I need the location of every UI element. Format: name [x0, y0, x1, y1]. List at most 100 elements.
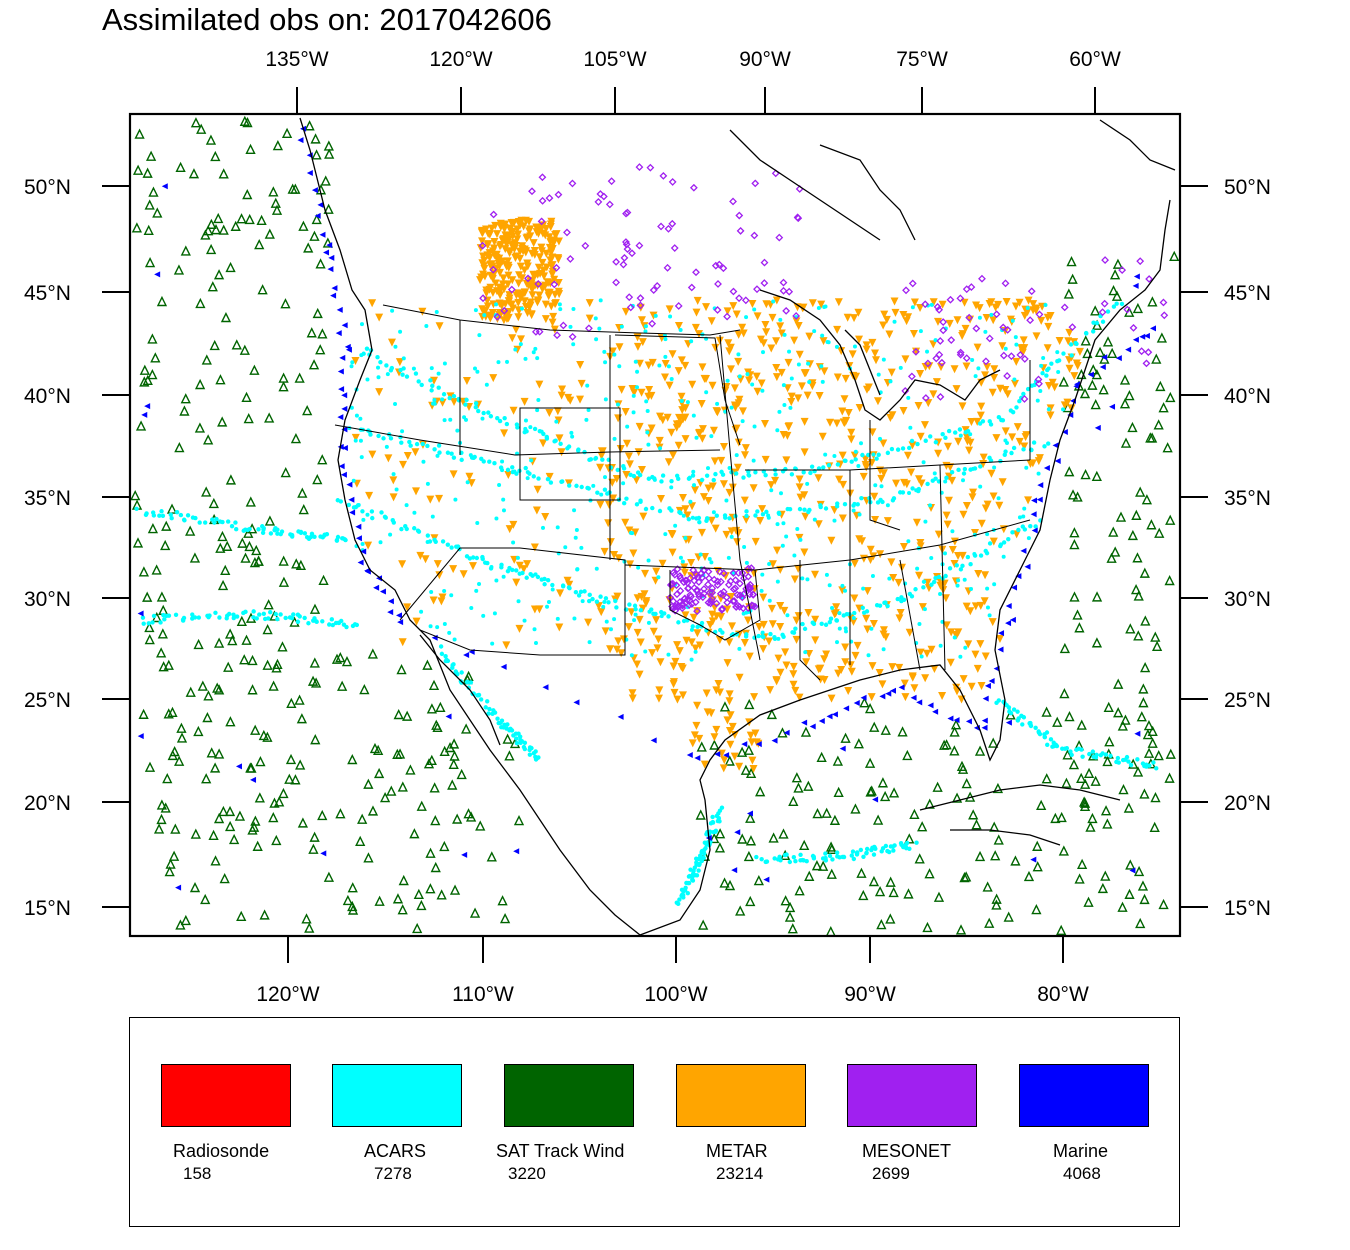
metar-marker: [433, 560, 442, 569]
metar-marker: [762, 300, 771, 309]
sat-track-wind-marker: [210, 224, 222, 235]
legend-item-sat-track-wind: SAT Track Wind 3220: [496, 1064, 634, 1183]
marine-marker: [898, 684, 905, 691]
acars-marker: [666, 364, 671, 369]
acars-marker: [971, 466, 976, 471]
metar-marker: [596, 500, 605, 509]
acars-marker: [663, 532, 668, 537]
sat-track-wind-marker: [448, 758, 459, 769]
metar-marker: [772, 363, 781, 372]
acars-marker: [421, 459, 426, 464]
metar-marker: [535, 605, 544, 614]
metar-marker: [832, 419, 841, 428]
acars-marker: [888, 379, 893, 384]
sat-track-wind-marker: [284, 773, 295, 784]
acars-marker: [843, 626, 848, 631]
marine-marker: [998, 630, 1005, 637]
mesonet-marker: [715, 567, 724, 576]
sat-track-wind-marker: [1069, 527, 1080, 538]
acars-marker: [425, 540, 430, 545]
acars-marker: [737, 646, 742, 651]
acars-marker: [1024, 465, 1029, 470]
metar-marker: [942, 621, 951, 630]
acars-marker: [391, 472, 396, 477]
metar-marker: [635, 359, 644, 368]
acars-marker: [233, 520, 238, 525]
sat-track-wind-marker: [833, 786, 844, 798]
sat-track-wind-marker: [1041, 773, 1052, 784]
legend-item-mesonet: MESONET 2699: [847, 1064, 977, 1183]
mesonet-marker: [670, 244, 679, 252]
acars-marker: [891, 848, 896, 853]
metar-marker: [395, 358, 404, 367]
metar-marker: [862, 341, 871, 350]
acars-marker: [1048, 737, 1054, 742]
axis-ticks: [102, 87, 1208, 963]
mesonet-marker: [685, 601, 694, 609]
metar-marker: [853, 641, 862, 650]
marine-marker: [1087, 371, 1094, 378]
acars-marker: [807, 379, 812, 384]
metar-marker: [504, 231, 513, 240]
acars-marker: [681, 892, 686, 898]
acars-marker: [520, 570, 525, 576]
mesonet-marker: [524, 274, 532, 283]
metar-marker: [675, 413, 684, 422]
metar-marker: [462, 376, 471, 385]
acars-marker: [859, 495, 864, 501]
metar-marker: [495, 268, 504, 277]
acars-marker: [759, 588, 764, 593]
mesonet-marker: [751, 179, 760, 188]
acars-marker: [781, 383, 786, 388]
sat-track-wind-marker: [409, 828, 420, 839]
sat-track-wind-marker: [800, 726, 812, 737]
metar-marker: [609, 494, 618, 503]
acars-marker: [231, 612, 236, 617]
acars-marker: [677, 509, 682, 515]
sat-track-wind-marker: [1067, 489, 1079, 500]
metar-marker: [794, 612, 803, 621]
sat-track-wind-marker: [866, 785, 877, 796]
sat-track-wind-marker: [180, 914, 191, 926]
metar-marker: [899, 310, 908, 319]
sat-track-wind-marker: [322, 237, 333, 248]
acars-marker: [419, 609, 424, 614]
metar-marker: [735, 673, 744, 682]
acars-marker: [256, 527, 261, 532]
acars-marker: [800, 576, 805, 581]
acars-marker: [962, 466, 968, 472]
sat-track-wind-marker: [396, 663, 407, 675]
marine-marker: [379, 588, 386, 595]
metar-marker: [691, 644, 700, 653]
acars-marker: [563, 545, 568, 550]
metar-marker: [749, 484, 758, 493]
sat-track-wind-marker: [290, 432, 302, 444]
metar-marker: [757, 379, 766, 388]
metar-marker: [916, 432, 925, 441]
acars-marker: [834, 850, 840, 855]
metar-marker: [1070, 372, 1079, 381]
acars-marker: [420, 441, 425, 447]
acars-marker: [594, 337, 599, 342]
marine-marker: [161, 183, 168, 190]
acars-marker: [881, 357, 886, 362]
acars-marker: [704, 473, 710, 478]
sat-track-wind-marker: [217, 416, 228, 427]
acars-marker: [313, 619, 319, 624]
sat-track-wind-marker: [1087, 379, 1098, 390]
acars-marker: [686, 476, 692, 481]
sat-track-wind-marker: [456, 768, 467, 780]
metar-marker: [723, 659, 732, 668]
acars-marker: [950, 529, 955, 534]
metar-marker: [653, 644, 662, 653]
metar-marker: [869, 620, 878, 629]
sat-track-wind-marker: [1137, 880, 1149, 891]
marine-marker: [320, 850, 327, 857]
metar-marker: [633, 628, 642, 637]
sat-track-wind-marker: [205, 243, 217, 255]
acars-marker: [474, 588, 479, 593]
metar-marker: [1001, 385, 1010, 394]
acars-marker: [643, 506, 649, 512]
acars-marker: [808, 470, 813, 476]
acars-marker: [635, 385, 640, 390]
